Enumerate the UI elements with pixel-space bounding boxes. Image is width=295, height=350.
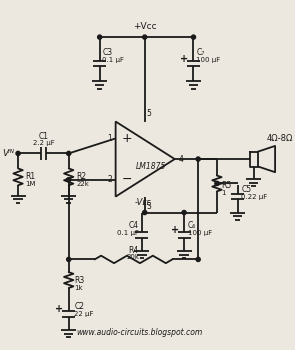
Text: -Vᴇᴇ: -Vᴇᴇ (135, 198, 151, 207)
Text: +: + (171, 225, 179, 235)
Text: R2: R2 (76, 173, 86, 181)
Text: 0.1 μF: 0.1 μF (117, 230, 139, 236)
Text: 0.22 μF: 0.22 μF (241, 194, 268, 199)
Circle shape (16, 151, 20, 155)
Text: www.audio-circuits.blogspot.com: www.audio-circuits.blogspot.com (76, 328, 202, 337)
Circle shape (196, 157, 200, 161)
Text: 3: 3 (147, 202, 151, 211)
Circle shape (143, 35, 147, 39)
Text: 1M: 1M (26, 181, 36, 187)
Text: 2.2 μF: 2.2 μF (32, 140, 54, 146)
Text: 22k: 22k (76, 181, 89, 187)
Text: 22 μF: 22 μF (74, 311, 94, 317)
Text: 20k: 20k (127, 254, 140, 260)
Text: 1: 1 (222, 190, 226, 196)
Circle shape (67, 151, 71, 155)
Text: 5: 5 (147, 109, 151, 118)
Text: 1: 1 (107, 134, 112, 143)
Circle shape (143, 210, 147, 215)
Text: 0.1 μF: 0.1 μF (102, 57, 124, 63)
Text: 4: 4 (178, 155, 183, 163)
Circle shape (215, 181, 219, 186)
Text: R5: R5 (222, 181, 232, 190)
Text: 100 μF: 100 μF (188, 230, 212, 236)
Circle shape (191, 35, 196, 39)
Text: +: + (121, 132, 132, 145)
Circle shape (196, 257, 200, 261)
Text: C2: C2 (74, 302, 84, 311)
Text: 1k: 1k (74, 285, 83, 290)
Text: C3: C3 (102, 48, 113, 57)
Text: −: − (121, 173, 132, 186)
Text: C5: C5 (241, 184, 251, 194)
Circle shape (182, 210, 186, 215)
Text: 2: 2 (107, 175, 112, 184)
Text: R4: R4 (128, 246, 139, 254)
Text: C1: C1 (38, 132, 48, 141)
Text: +: + (55, 304, 63, 314)
Text: R3: R3 (74, 275, 85, 285)
Text: C4: C4 (129, 221, 139, 230)
Text: +: + (180, 54, 188, 64)
Text: C₇: C₇ (196, 48, 204, 57)
Text: R1: R1 (26, 173, 36, 181)
Text: 4Ω-8Ω: 4Ω-8Ω (267, 134, 293, 143)
Circle shape (98, 35, 102, 39)
Circle shape (67, 257, 71, 261)
Text: 100 μF: 100 μF (196, 57, 221, 63)
Text: LM1875: LM1875 (136, 162, 167, 171)
Text: +Vcc: +Vcc (133, 22, 157, 32)
Text: Vᴵᴺ: Vᴵᴺ (2, 149, 14, 158)
Text: C₆: C₆ (188, 221, 196, 230)
Circle shape (67, 178, 71, 182)
